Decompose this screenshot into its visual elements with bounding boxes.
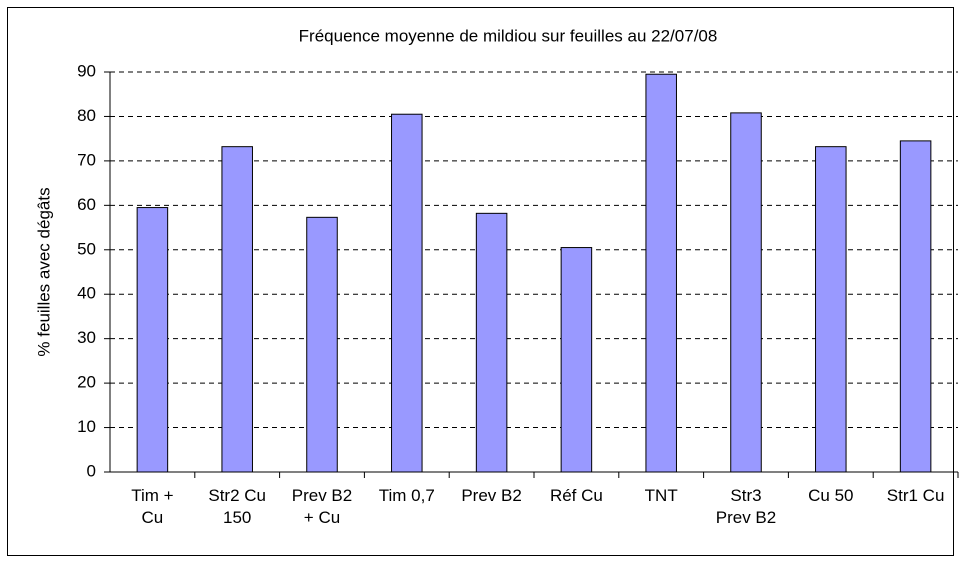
x-tick-label: Str3 Prev B2 (716, 486, 776, 527)
y-axis-label: % feuilles avec dégâts (34, 187, 53, 356)
x-tick-label: Str2 Cu 150 (208, 486, 266, 527)
y-tick-label: 90 (77, 61, 96, 80)
bar (306, 216, 338, 473)
bar (475, 212, 508, 473)
bar (560, 247, 593, 473)
y-tick-label: 30 (77, 328, 96, 347)
y-tick-label: 60 (77, 195, 96, 214)
bar (730, 112, 762, 473)
x-tick-label: Cu 50 (808, 486, 853, 505)
y-tick-label: 80 (77, 106, 96, 125)
bar (815, 146, 847, 473)
y-tick-label: 40 (77, 284, 96, 303)
x-tick-label: Tim 0,7 (379, 486, 435, 505)
y-tick-label: 50 (77, 239, 96, 258)
bar (391, 113, 423, 473)
x-tick-label: Tim + Cu (131, 486, 173, 527)
chart-title: Fréquence moyenne de mildiou sur feuille… (299, 26, 718, 45)
y-tick-label: 0 (87, 461, 96, 480)
x-tick-label: Réf Cu (550, 486, 603, 505)
y-tick-label: 20 (77, 373, 96, 392)
bar (899, 140, 932, 473)
x-tick-label: Prev B2 (461, 486, 521, 505)
y-tick-label: 70 (77, 150, 96, 169)
bar (221, 146, 253, 473)
bar (645, 73, 677, 473)
bar (136, 207, 169, 473)
x-tick-label: TNT (645, 486, 678, 505)
y-tick-label: 10 (77, 417, 96, 436)
x-tick-label: Prev B2 + Cu (292, 486, 352, 527)
x-tick-label: Str1 Cu (887, 486, 945, 505)
